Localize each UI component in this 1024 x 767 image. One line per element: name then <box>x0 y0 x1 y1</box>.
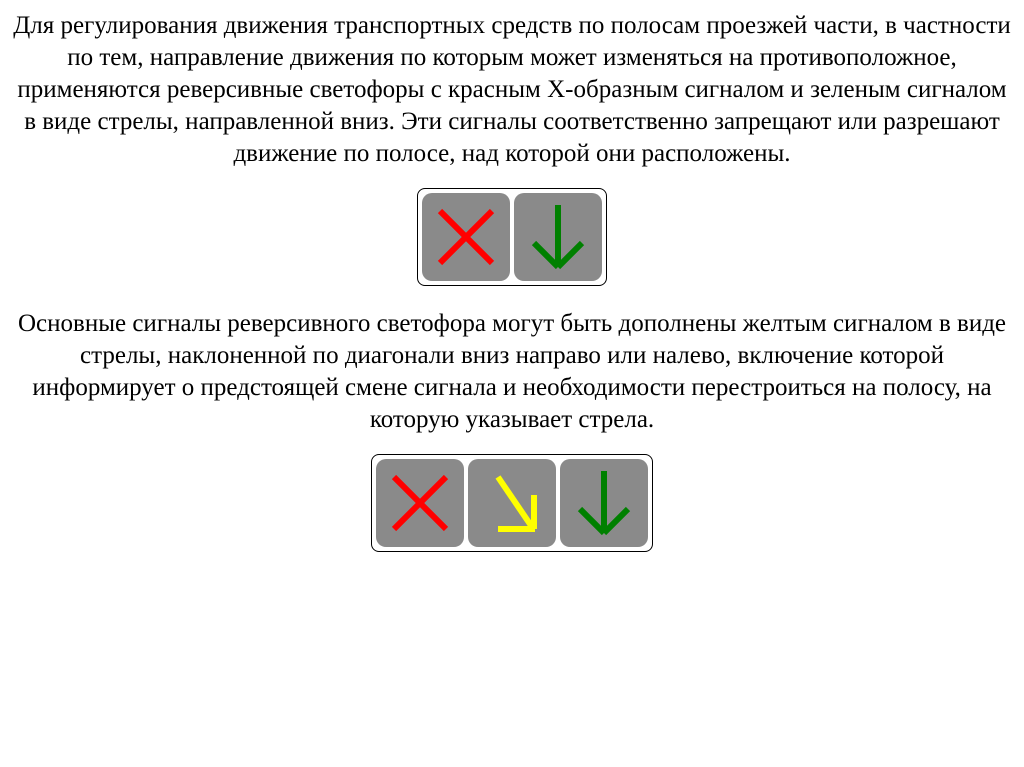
signal-frame <box>371 454 653 552</box>
yellow-diagonal-signal <box>468 459 556 547</box>
signal-row-2 <box>12 454 1012 552</box>
red-x-icon <box>376 459 464 547</box>
green-down-signal <box>514 193 602 281</box>
red-x-signal <box>376 459 464 547</box>
paragraph-1: Для регулирования движения транспортных … <box>12 10 1012 170</box>
red-x-icon <box>422 193 510 281</box>
green-down-signal <box>560 459 648 547</box>
green-down-arrow-icon <box>560 459 648 547</box>
signal-frame <box>417 188 607 286</box>
red-x-signal <box>422 193 510 281</box>
paragraph-2: Основные сигналы реверсивного светофора … <box>12 308 1012 436</box>
yellow-diagonal-arrow-icon <box>468 459 556 547</box>
signal-row-1 <box>12 188 1012 286</box>
green-down-arrow-icon <box>514 193 602 281</box>
